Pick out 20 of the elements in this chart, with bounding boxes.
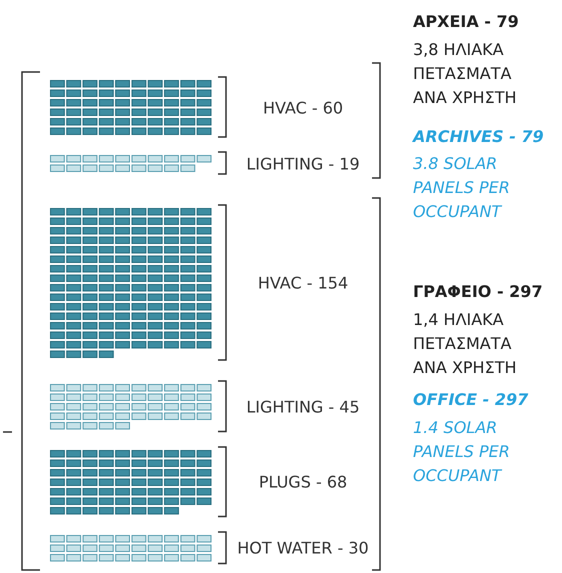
category-label: HVAC - <box>258 274 313 292</box>
data-label: 30 <box>348 538 369 558</box>
category-label: LIGHTING - <box>246 154 334 173</box>
text: 1,4 ΗΛΙΑΚΑ ΠΕΤΑΣΜΑΤΑ ΑΝΑ ΧΡΗΣΤΗ <box>413 309 518 379</box>
text: OFFICE - 297 <box>413 389 530 411</box>
data-label: 45 <box>339 397 360 416</box>
category-label: HVAC - <box>262 98 318 117</box>
text: 3.8 SOLAR PANELS PER OCCUPANT <box>413 153 511 223</box>
text: 1.4 SOLAR PANELS PER OCCUPANT <box>413 417 511 487</box>
text: ΓΡΑΦΕΙΟ - 297 <box>413 281 543 303</box>
text: 3,8 ΗΛΙΑΚΑ ΠΕΤΑΣΜΑΤΑ ΑΝΑ ΧΡΗΣΤΗ <box>413 39 518 109</box>
text: ARCHIVES - 79 <box>413 126 544 148</box>
data-label: 19 <box>339 154 360 173</box>
category-label: LIGHTING - <box>246 397 334 416</box>
data-label: 60 <box>322 98 344 117</box>
data-label: 68 <box>326 472 348 492</box>
data-label: 154 <box>318 274 348 292</box>
category-label: PLUGS - <box>258 472 322 492</box>
category-label: HOT WATER - <box>237 538 344 558</box>
text: ΑΡΧΕΙΑ - 79 <box>413 11 520 33</box>
